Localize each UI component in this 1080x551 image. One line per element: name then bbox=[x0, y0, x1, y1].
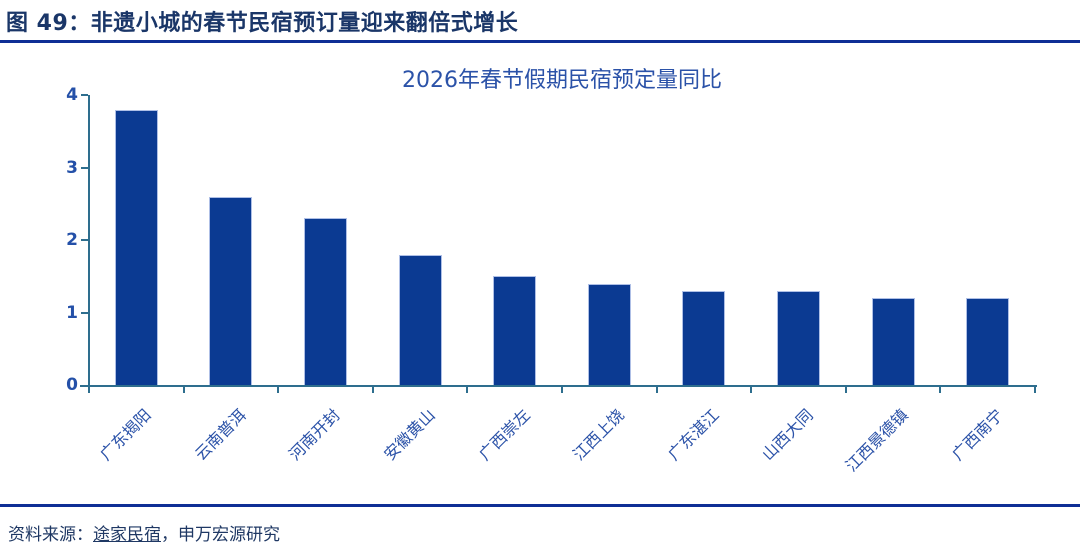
bar bbox=[209, 196, 253, 385]
figure-caption: 图 49：非遗小城的春节民宿预订量迎来翻倍式增长 bbox=[6, 11, 519, 36]
y-axis-line bbox=[88, 95, 90, 387]
x-axis-category-label: 安徽黄山 bbox=[380, 405, 439, 465]
x-axis-tick bbox=[182, 385, 185, 393]
x-axis-tick bbox=[88, 385, 90, 393]
y-axis-tick-label: 4 bbox=[66, 85, 78, 105]
x-axis-line bbox=[80, 385, 1037, 387]
bar bbox=[871, 298, 915, 385]
y-axis-tick-label: 3 bbox=[66, 157, 78, 178]
source-note: 资料来源：途家民宿，申万宏源研究 bbox=[8, 520, 280, 545]
bar bbox=[587, 283, 631, 385]
y-axis-tick-label: 1 bbox=[66, 302, 78, 323]
chart-title: 2026年春节假期民宿预定量同比 bbox=[402, 68, 722, 93]
x-axis-category-label: 山西大同 bbox=[758, 405, 818, 465]
x-axis-category-label: 云南普洱 bbox=[190, 405, 250, 465]
x-axis-category-label: 广西崇左 bbox=[474, 405, 534, 465]
bar bbox=[304, 218, 347, 385]
y-axis-tick-label: 0 bbox=[66, 375, 78, 395]
x-axis-tick bbox=[561, 385, 563, 393]
y-axis-tick bbox=[81, 239, 88, 241]
y-axis-tick bbox=[81, 94, 88, 96]
y-axis-tick-label: 2 bbox=[66, 230, 78, 250]
x-axis-category-label: 广东湛江 bbox=[663, 405, 723, 465]
footer-divider bbox=[0, 504, 1080, 507]
x-axis-tick bbox=[844, 385, 847, 393]
x-axis-tick bbox=[1034, 385, 1036, 393]
x-axis-tick bbox=[655, 385, 658, 393]
x-axis-tick bbox=[466, 385, 469, 393]
y-axis-tick bbox=[81, 166, 88, 169]
bar bbox=[966, 298, 1010, 385]
bar bbox=[493, 276, 537, 385]
x-axis-tick bbox=[939, 385, 942, 393]
x-axis-category-label: 江西上饶 bbox=[569, 405, 629, 465]
x-axis-tick bbox=[371, 385, 374, 393]
x-axis-category-label: 广西南宁 bbox=[947, 405, 1007, 465]
x-axis-tick bbox=[750, 385, 753, 393]
x-axis-category-label: 广东揭阳 bbox=[96, 405, 156, 465]
bar bbox=[682, 290, 726, 385]
source-suffix: ，申万宏源研究 bbox=[161, 525, 280, 545]
bar bbox=[777, 290, 820, 385]
y-axis-tick bbox=[81, 311, 88, 314]
source-prefix: 资料来源： bbox=[8, 525, 93, 545]
x-axis-tick bbox=[277, 385, 280, 393]
x-axis-category-label: 江西景德镇 bbox=[841, 405, 912, 476]
x-axis-category-label: 河南开封 bbox=[285, 405, 345, 465]
bar bbox=[398, 254, 442, 385]
header-divider bbox=[0, 40, 1080, 43]
source-link[interactable]: 途家民宿 bbox=[93, 525, 161, 545]
bar bbox=[114, 109, 158, 385]
